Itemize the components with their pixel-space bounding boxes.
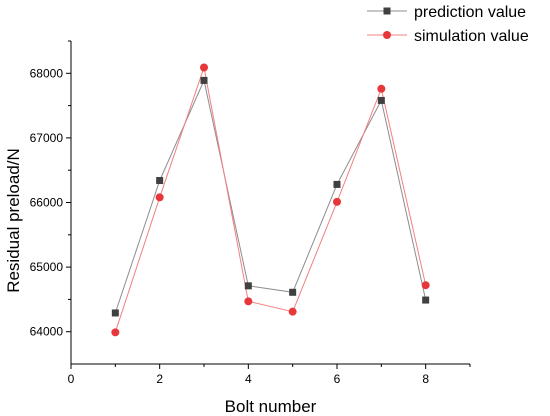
data-point-simulation bbox=[244, 297, 253, 306]
x-tick-label: 2 bbox=[156, 372, 163, 386]
y-tick-label: 67000 bbox=[30, 131, 64, 145]
series-layer bbox=[111, 63, 430, 337]
x-tick-label: 8 bbox=[422, 372, 429, 386]
data-point-prediction bbox=[333, 180, 341, 188]
y-tick-label: 65000 bbox=[30, 260, 64, 274]
legend-label-simulation: simulation value bbox=[414, 28, 529, 45]
data-point-prediction bbox=[200, 76, 208, 84]
legend-marker-simulation bbox=[383, 31, 391, 39]
data-point-prediction bbox=[244, 282, 252, 290]
ticks: 0 2 4 6 8 64000 65000 66000 67000 68000 bbox=[30, 40, 471, 386]
axes bbox=[70, 41, 470, 365]
data-point-simulation bbox=[200, 63, 208, 72]
y-tick-label: 64000 bbox=[30, 325, 64, 339]
y-tick-label: 66000 bbox=[30, 196, 64, 210]
data-point-simulation bbox=[288, 307, 297, 316]
data-point-simulation bbox=[333, 197, 341, 206]
data-point-prediction bbox=[156, 177, 164, 185]
legend-marker-prediction bbox=[383, 7, 391, 15]
data-point-simulation bbox=[155, 193, 164, 202]
y-tick-label: 68000 bbox=[30, 66, 64, 80]
y-axis-title: Residual preload/N bbox=[4, 148, 23, 293]
x-tick-label: 6 bbox=[334, 372, 341, 386]
data-point-prediction bbox=[111, 309, 119, 317]
series-line-prediction bbox=[114, 78, 427, 314]
x-axis-title: Bolt number bbox=[225, 397, 317, 416]
series-line-simulation bbox=[114, 65, 427, 333]
legend-label-prediction: prediction value bbox=[414, 4, 526, 21]
x-tick-label: 4 bbox=[245, 372, 252, 386]
data-point-simulation bbox=[421, 281, 430, 290]
data-point-prediction bbox=[422, 296, 430, 304]
data-point-prediction bbox=[289, 288, 297, 296]
x-tick-label: 0 bbox=[68, 372, 75, 386]
data-point-simulation bbox=[377, 84, 386, 93]
data-point-prediction bbox=[377, 96, 385, 104]
data-point-simulation bbox=[111, 328, 120, 337]
legend: prediction value simulation value bbox=[367, 4, 529, 45]
